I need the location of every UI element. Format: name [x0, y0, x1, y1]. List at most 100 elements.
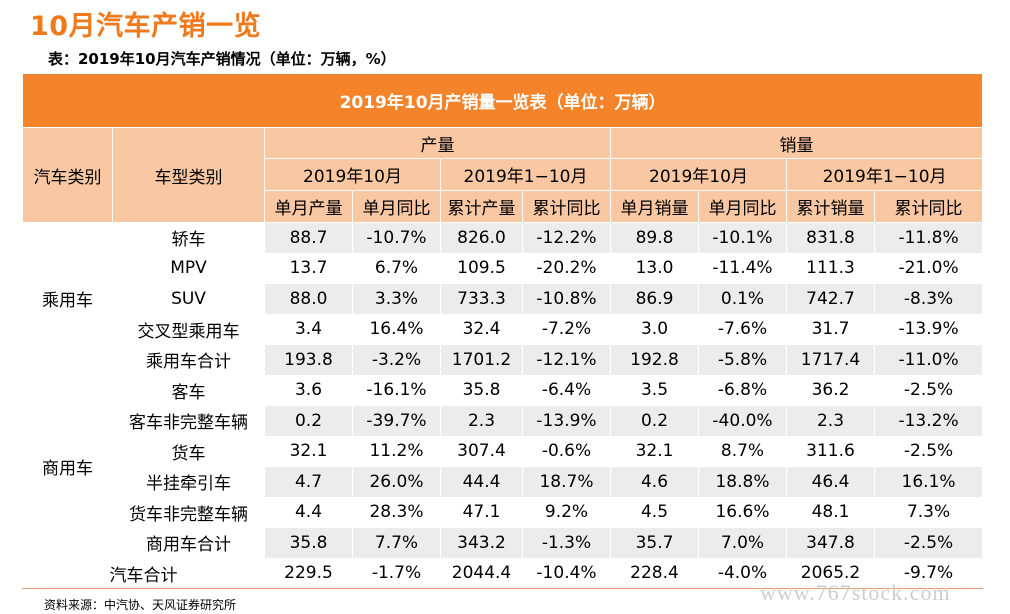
table-row: 商用车 客车 3.6 -16.1% 35.8 -6.4% 3.5 -6.8% 36.2 -2.5%	[22, 374, 984, 559]
metric-header: 累计销量	[786, 190, 875, 223]
value-cell: 32.1	[610, 435, 699, 467]
value-cell: 347.8	[786, 527, 875, 559]
value-cell: 0.2	[264, 405, 353, 437]
value-cell: 2044.4	[440, 557, 523, 589]
table-caption: 表：2019年10月汽车产销情况（单位：万辆，%）	[48, 50, 396, 68]
value-cell: 2.3	[786, 405, 875, 437]
value-cell: 35.8	[264, 527, 353, 559]
page-title: 10月汽车产销一览	[30, 11, 262, 42]
value-cell: 47.1	[440, 496, 523, 528]
metric-header: 单月销量	[610, 190, 699, 223]
value-cell: 32.1	[264, 435, 353, 467]
value-cell: 28.3%	[352, 496, 441, 528]
value-cell: 35.8	[440, 374, 523, 406]
value-cell: 32.4	[440, 313, 523, 345]
value-cell: 48.1	[786, 496, 875, 528]
header-vehicle-category: 汽车类别	[22, 127, 113, 223]
metric-header: 单月产量	[264, 190, 353, 223]
model-name-cell: 半挂牵引车	[112, 466, 265, 498]
model-name-cell: 货车	[112, 435, 265, 467]
table-row-total: 汽车合计 229.5 -1.7% 2044.4 -10.4% 228.4 -4.0% 2065…	[22, 557, 984, 589]
model-name-cell: 商用车合计	[112, 527, 265, 559]
value-cell: 307.4	[440, 435, 523, 467]
value-cell: 18.8%	[698, 466, 787, 498]
value-cell: 13.0	[610, 252, 699, 284]
value-cell: 89.8	[610, 222, 699, 254]
value-cell: 35.7	[610, 527, 699, 559]
value-cell: -10.1%	[698, 222, 787, 254]
model-name-cell: 客车非完整车辆	[112, 405, 265, 437]
watermark: www.767stock.com	[760, 580, 951, 605]
value-cell: -6.8%	[698, 374, 787, 406]
model-name-cell: 客车	[112, 374, 265, 406]
value-cell: -10.4%	[522, 557, 611, 589]
value-cell: 88.7	[264, 222, 353, 254]
value-cell: -6.4%	[522, 374, 611, 406]
value-cell: -1.3%	[522, 527, 611, 559]
value-cell: 1701.2	[440, 344, 523, 376]
value-cell: -20.2%	[522, 252, 611, 284]
metric-header: 累计同比	[522, 190, 611, 223]
metric-header: 累计同比	[873, 190, 984, 223]
value-cell: 4.6	[610, 466, 699, 498]
value-cell: 31.7	[786, 313, 875, 345]
value-cell: 2.3	[440, 405, 523, 437]
model-name-cell: 乘用车合计	[112, 344, 265, 376]
value-cell: -2.5%	[873, 527, 984, 559]
table-banner: 2019年10月产销量一览表（单位：万辆）	[21, 73, 984, 128]
value-cell: 192.8	[610, 344, 699, 376]
value-cell: 0.1%	[698, 283, 787, 315]
header-production-month: 2019年10月	[264, 158, 441, 191]
model-name-cell: 轿车	[112, 222, 265, 254]
table-row: 货车 32.1 11.2% 307.4 -0.6% 32.1 8.7% 311.6 -2.5%	[23, 435, 984, 467]
value-cell: 111.3	[786, 252, 875, 284]
value-cell: 742.7	[786, 283, 875, 315]
value-cell: 3.3%	[352, 283, 441, 315]
value-cell: -39.7%	[352, 405, 441, 437]
value-cell: 16.1%	[873, 466, 984, 498]
value-cell: -2.5%	[873, 435, 984, 467]
value-cell: -10.8%	[522, 283, 611, 315]
value-cell: 0.2	[610, 405, 699, 437]
value-cell: -12.2%	[522, 222, 611, 254]
table-row: 半挂牵引车 4.7 26.0% 44.4 18.7% 4.6 18.8% 46.4 16.1%	[23, 466, 984, 498]
value-cell: 3.0	[610, 313, 699, 345]
table-row: 客车非完整车辆 0.2 -39.7% 2.3 -13.9% 0.2 -40.0% 2.3 -13…	[23, 405, 984, 437]
value-cell: -16.1%	[352, 374, 441, 406]
value-cell: 826.0	[440, 222, 523, 254]
table-row: 货车非完整车辆 4.4 28.3% 47.1 9.2% 4.5 16.6% 48.1 7.3%	[23, 496, 984, 528]
value-cell: -9.7%	[873, 557, 984, 589]
value-cell: 2065.2	[786, 557, 875, 589]
value-cell: 4.5	[610, 496, 699, 528]
value-cell: 16.4%	[352, 313, 441, 345]
vehicle-category-cell: 商用车	[22, 374, 113, 559]
model-name-cell: MPV	[112, 252, 265, 284]
total-label-cell: 汽车合计	[22, 557, 265, 589]
production-sales-table: 2019年10月产销量一览表（单位：万辆） 汽车类别 车型类别 产量 销量 20…	[21, 73, 984, 589]
value-cell: -40.0%	[698, 405, 787, 437]
model-name-cell: 交叉型乘用车	[112, 313, 265, 345]
table-row: SUV 88.0 3.3% 733.3 -10.8% 86.9 0.1% 742.7 -8.3%	[23, 283, 984, 315]
value-cell: 46.4	[786, 466, 875, 498]
value-cell: 109.5	[440, 252, 523, 284]
value-cell: 88.0	[264, 283, 353, 315]
value-cell: 18.7%	[522, 466, 611, 498]
value-cell: -5.8%	[698, 344, 787, 376]
value-cell: 3.6	[264, 374, 353, 406]
value-cell: -21.0%	[873, 252, 984, 284]
value-cell: 7.3%	[873, 496, 984, 528]
value-cell: 86.9	[610, 283, 699, 315]
value-cell: 44.4	[440, 466, 523, 498]
value-cell: 343.2	[440, 527, 523, 559]
value-cell: -2.5%	[873, 374, 984, 406]
value-cell: 8.7%	[698, 435, 787, 467]
value-cell: 193.8	[264, 344, 353, 376]
header-sales-ytd: 2019年1−10月	[785, 158, 984, 191]
value-cell: 229.5	[264, 557, 353, 589]
value-cell: -10.7%	[352, 222, 441, 254]
value-cell: 16.6%	[698, 496, 787, 528]
metric-header: 单月同比	[698, 190, 787, 223]
value-cell: -0.6%	[522, 435, 611, 467]
value-cell: -4.0%	[698, 557, 787, 589]
table-row: 乘用车合计 193.8 -3.2% 1701.2 -12.1% 192.8 -5.8% 171…	[23, 344, 984, 376]
